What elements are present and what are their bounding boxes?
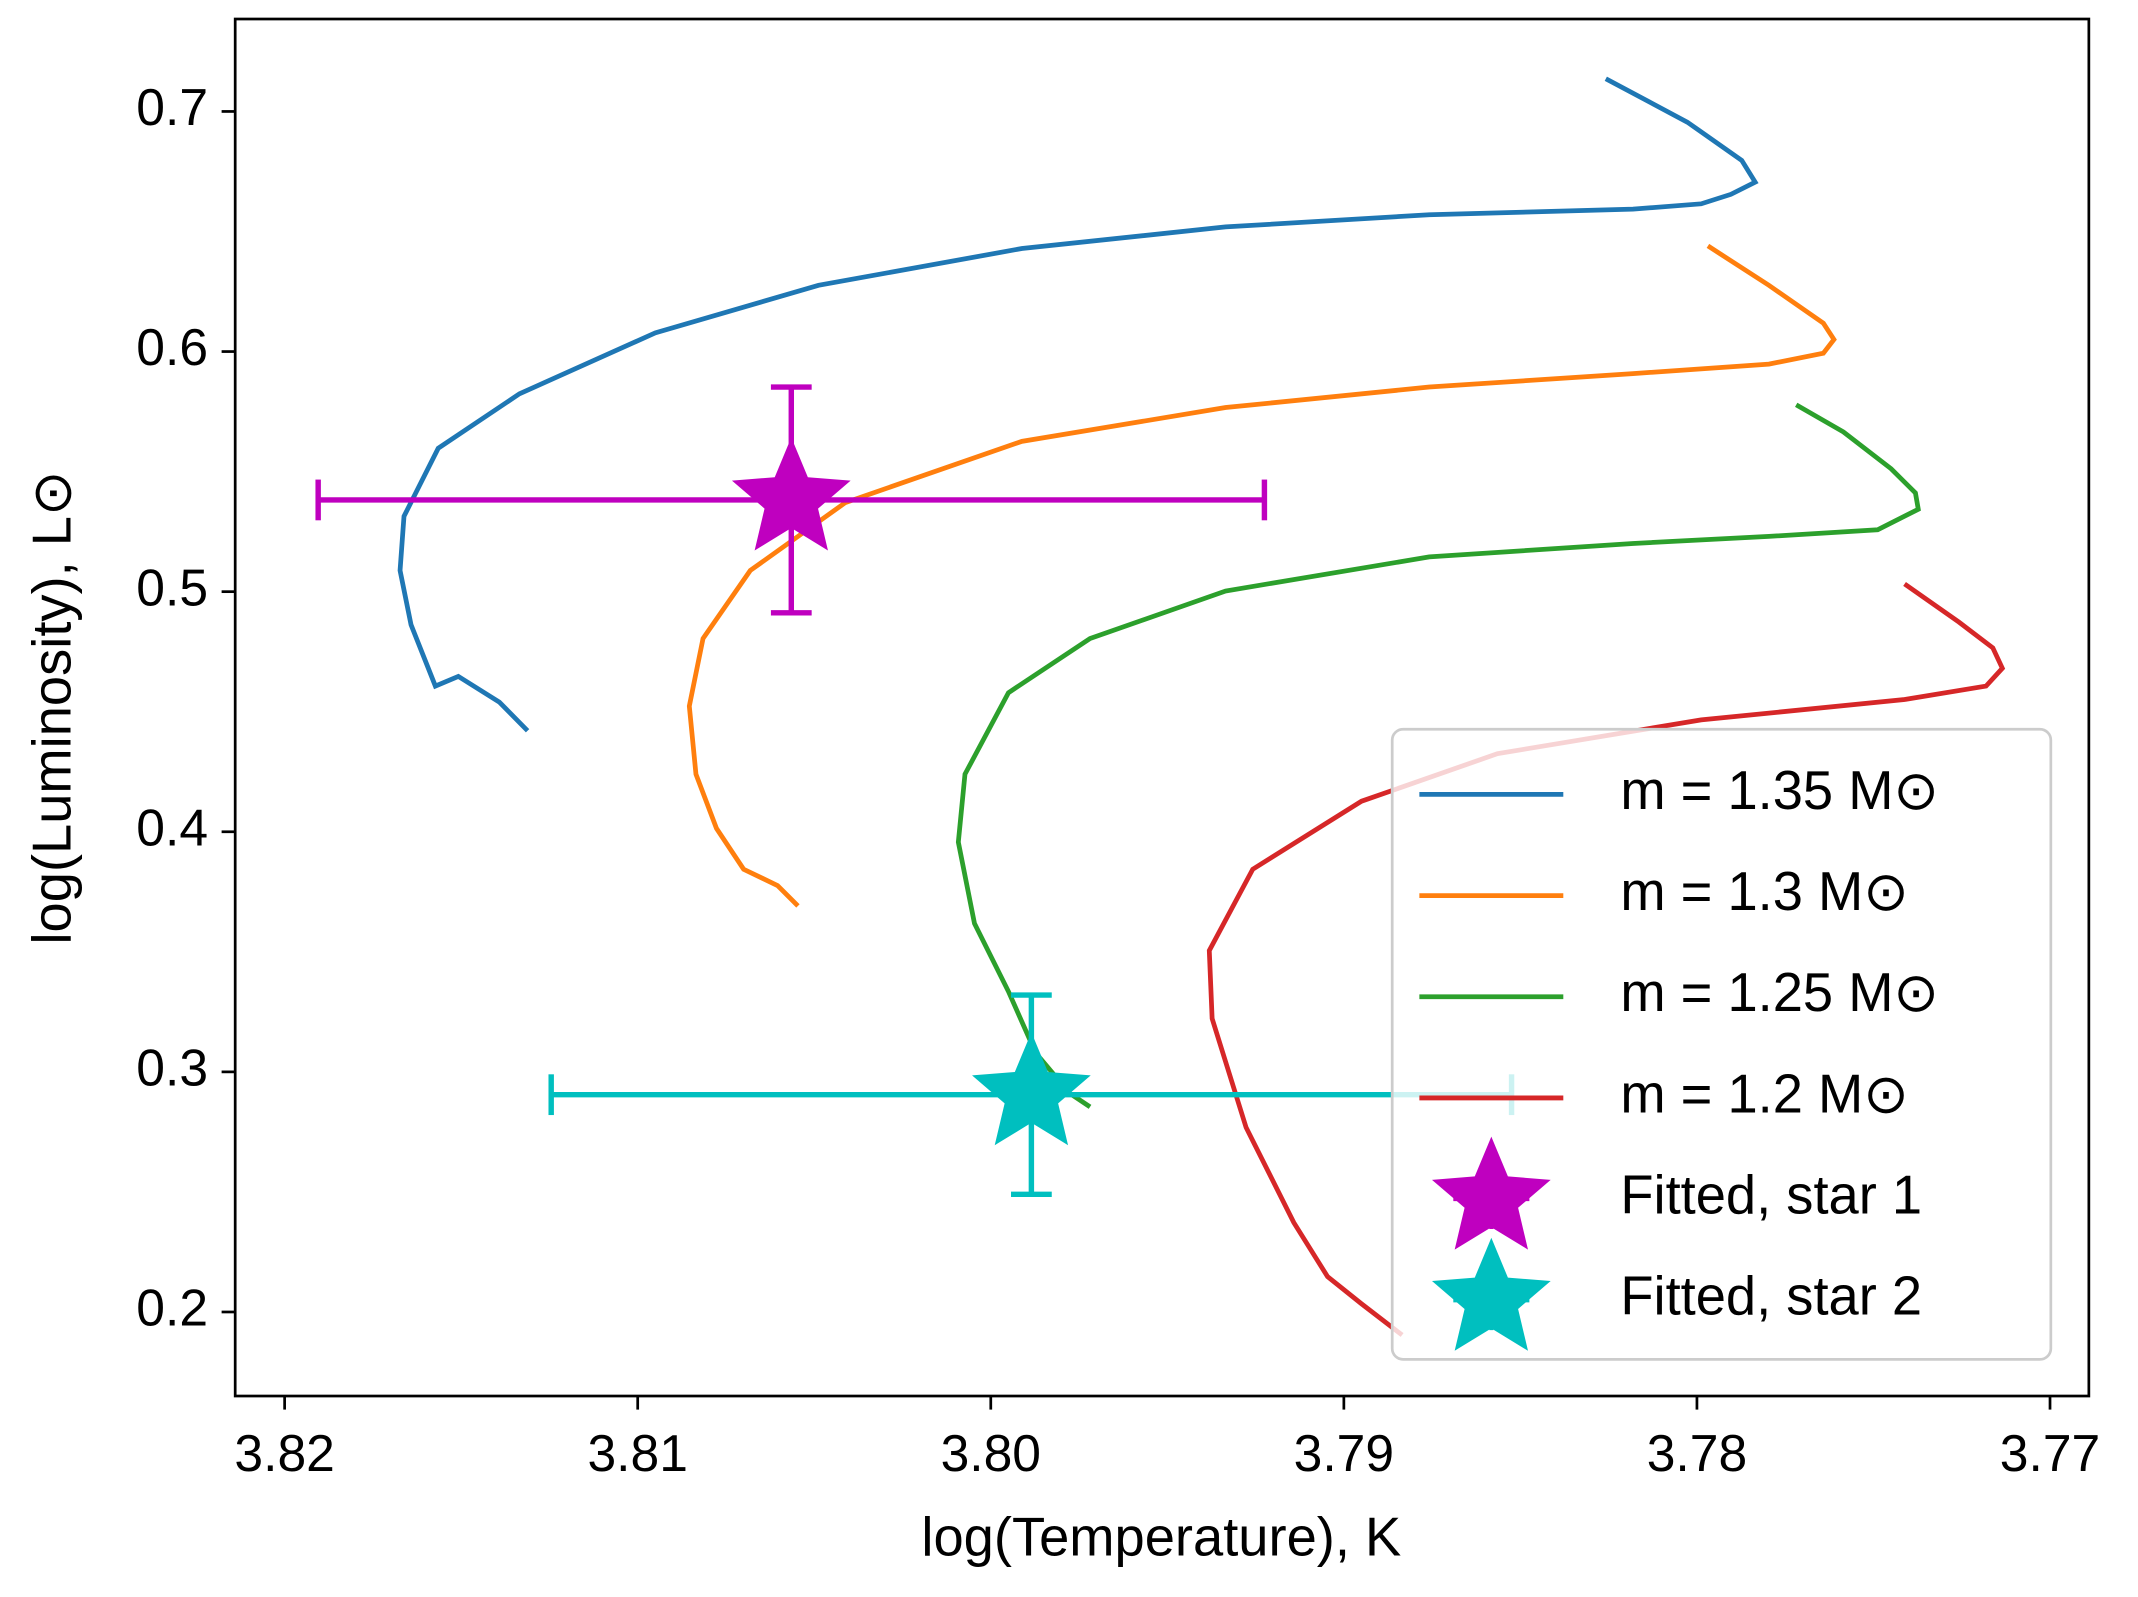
y-tick-label: 0.6 bbox=[136, 318, 208, 376]
star-marker bbox=[731, 437, 851, 551]
legend-star bbox=[1431, 1237, 1551, 1351]
x-tick-label: 3.79 bbox=[1294, 1424, 1394, 1482]
legend-label: m = 1.35 M⊙ bbox=[1620, 760, 1939, 821]
legend-box bbox=[1390, 727, 2053, 1361]
x-tick-label: 3.78 bbox=[1647, 1424, 1747, 1482]
legend-label: m = 1.2 M⊙ bbox=[1620, 1063, 1908, 1124]
y-tick-label: 0.2 bbox=[136, 1279, 208, 1337]
legend-label: m = 1.25 M⊙ bbox=[1620, 962, 1939, 1023]
x-tick-label: 3.82 bbox=[234, 1424, 334, 1482]
x-tick-label: 3.77 bbox=[2000, 1424, 2100, 1482]
y-tick-label: 0.7 bbox=[136, 78, 208, 136]
track-line bbox=[397, 76, 1759, 733]
legend: m = 1.35 M⊙ m = 1.3 M⊙ m = 1.25 M⊙ m = 1.2 … bbox=[1390, 727, 2053, 1361]
x-axis-label: log(Temperature), K bbox=[921, 1507, 1401, 1568]
track-line bbox=[955, 402, 1921, 1109]
legend-label: Fitted, star 2 bbox=[1620, 1266, 1922, 1327]
x-tick-label: 3.80 bbox=[941, 1424, 1041, 1482]
y-tick-label: 0.3 bbox=[136, 1038, 208, 1096]
track-line bbox=[1206, 581, 2006, 1337]
star-marker bbox=[972, 1032, 1091, 1146]
legend-label: m = 1.3 M⊙ bbox=[1620, 861, 1908, 922]
plot-area bbox=[315, 76, 2006, 1337]
legend-label: Fitted, star 1 bbox=[1620, 1164, 1922, 1225]
y-tick-label: 0.4 bbox=[136, 798, 208, 856]
plot-frame bbox=[233, 17, 2091, 1398]
track-line bbox=[686, 243, 1837, 908]
x-tick-label: 3.81 bbox=[587, 1424, 687, 1482]
legend-star bbox=[1431, 1136, 1551, 1250]
y-tick-label: 0.5 bbox=[136, 558, 208, 616]
y-axis-label: log(Luminosity), L⊙ bbox=[21, 471, 82, 945]
